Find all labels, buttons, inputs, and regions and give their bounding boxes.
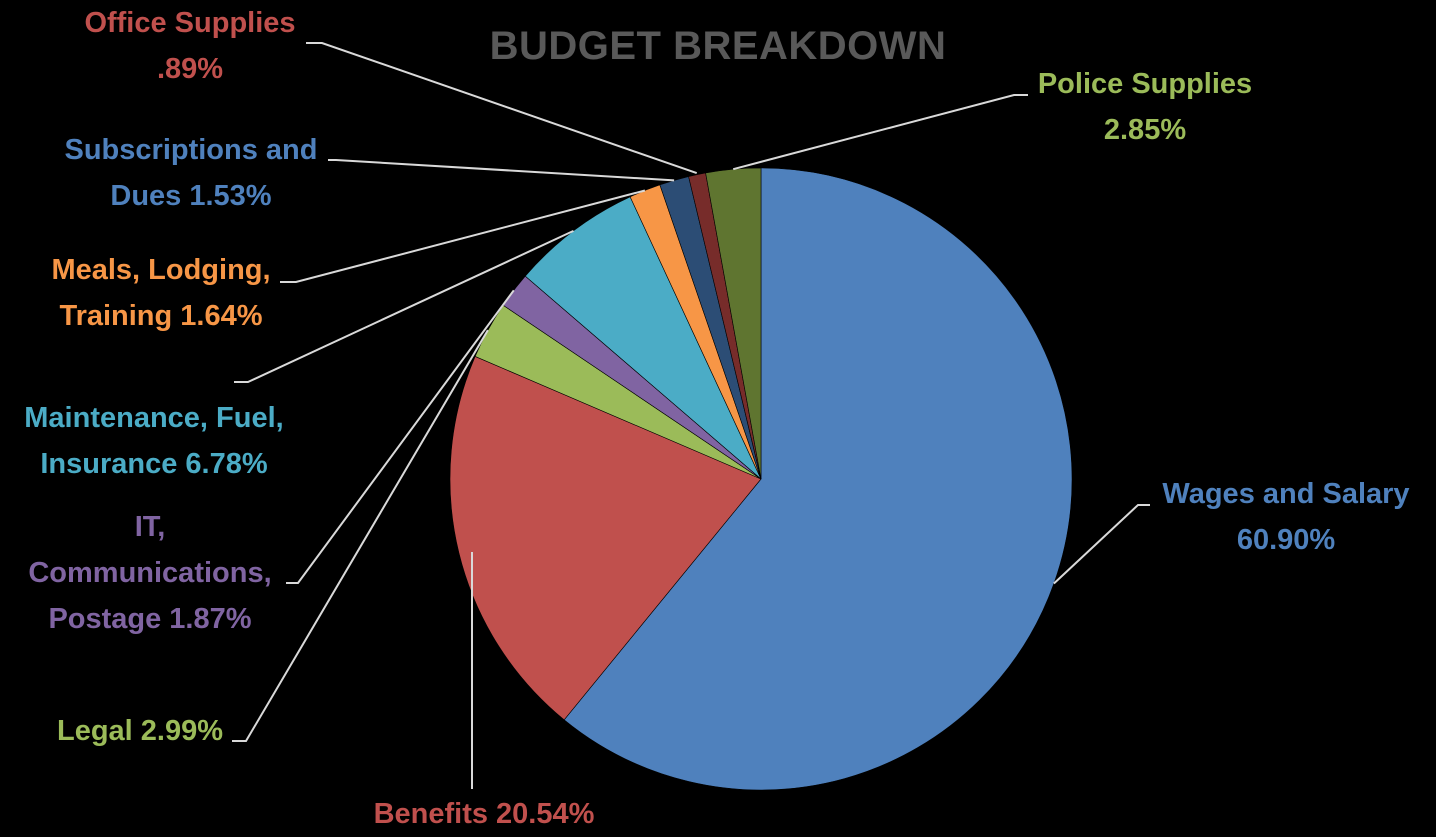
- leader-line-subscriptions: [328, 159, 675, 182]
- leader-line-maintenance: [234, 229, 574, 383]
- label-benefits: Benefits 20.54%: [373, 798, 595, 830]
- leader-line-it: [286, 289, 515, 584]
- leader-line-wages: [1053, 504, 1150, 585]
- leader-line-office: [306, 42, 698, 175]
- pie-slice-police: [705, 167, 762, 480]
- label-maintenance: Maintenance, Fuel, Insurance 6.78%: [24, 402, 284, 480]
- label-wages: Wages and Salary 60.90%: [1162, 478, 1410, 556]
- chart-title: BUDGET BREAKDOWN: [489, 24, 947, 68]
- pie-slice-benefits: [449, 356, 762, 721]
- leader-line-meals: [280, 189, 646, 283]
- pie-slices: [449, 167, 1073, 791]
- leader-lines: [232, 42, 1150, 789]
- pie-slice-wages: [563, 167, 1073, 791]
- label-police-supplies: Police Supplies 2.85%: [1037, 68, 1253, 146]
- label-legal: Legal 2.99%: [56, 715, 224, 747]
- leader-line-legal: [232, 329, 489, 742]
- label-office-supplies: Office Supplies .89%: [84, 7, 296, 85]
- label-subscriptions: Subscriptions and Dues 1.53%: [64, 134, 318, 212]
- label-it: IT, Communications, Postage 1.87%: [28, 511, 272, 635]
- leader-line-police: [732, 94, 1028, 171]
- label-meals: Meals, Lodging, Training 1.64%: [51, 254, 271, 332]
